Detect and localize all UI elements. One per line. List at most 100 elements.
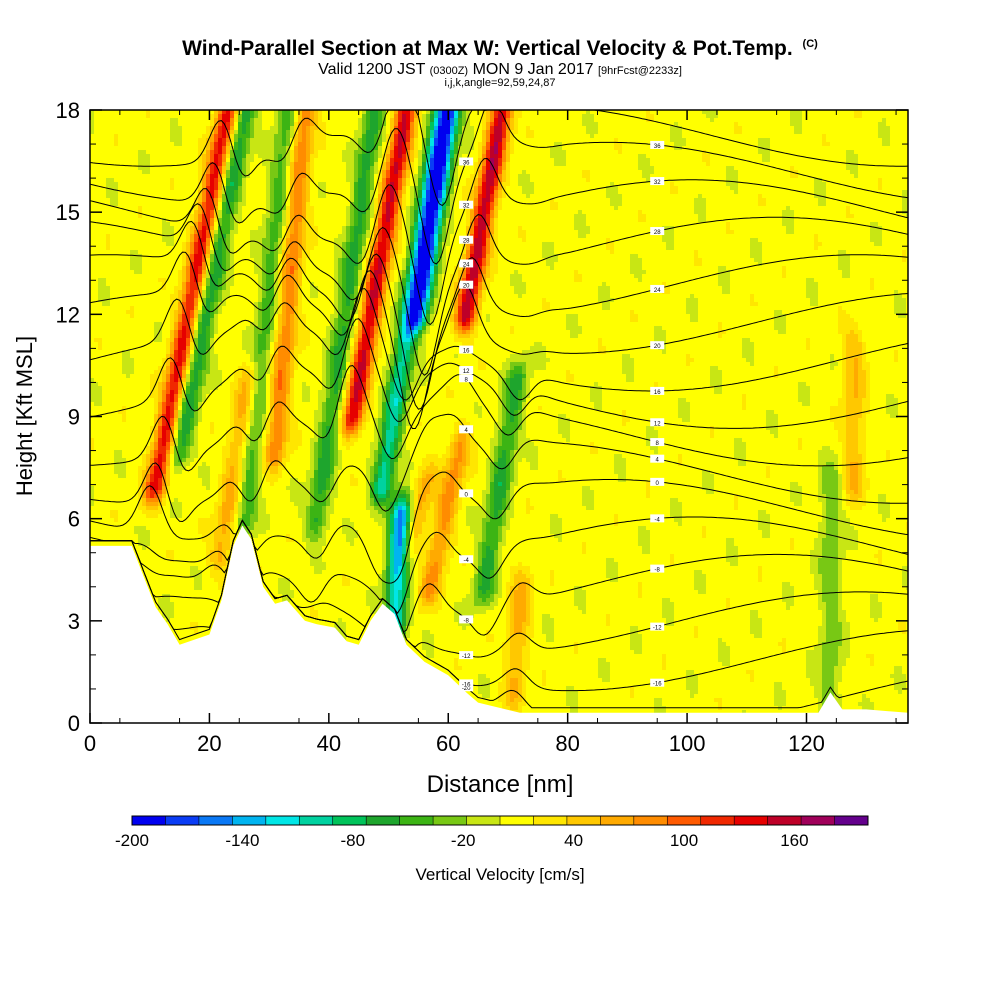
velocity-cell <box>126 514 131 519</box>
velocity-cell <box>198 486 203 491</box>
velocity-cell <box>178 498 183 503</box>
velocity-cell <box>90 374 95 379</box>
velocity-cell <box>126 542 131 547</box>
velocity-cell <box>122 354 127 359</box>
velocity-cell <box>218 322 223 327</box>
velocity-cell <box>102 258 107 263</box>
velocity-cell <box>178 210 183 215</box>
velocity-cell <box>90 218 95 223</box>
velocity-cell <box>174 614 179 619</box>
velocity-cell <box>202 222 207 227</box>
velocity-cell <box>98 422 103 427</box>
velocity-cell <box>142 478 147 483</box>
velocity-cell <box>118 522 123 527</box>
velocity-cell <box>198 330 203 335</box>
velocity-cell <box>206 454 211 459</box>
velocity-cell <box>186 398 191 403</box>
velocity-cell <box>94 398 99 403</box>
velocity-cell <box>186 586 191 591</box>
velocity-cell <box>210 226 215 231</box>
velocity-cell <box>206 322 211 327</box>
velocity-cell <box>158 354 163 359</box>
velocity-cell <box>198 114 203 119</box>
velocity-cell <box>210 590 215 595</box>
velocity-cell <box>202 342 207 347</box>
velocity-cell <box>178 214 183 219</box>
velocity-cell <box>142 546 147 551</box>
velocity-cell <box>130 494 135 499</box>
velocity-cell <box>174 486 179 491</box>
velocity-cell <box>154 146 159 151</box>
velocity-cell <box>118 322 123 327</box>
velocity-cell <box>170 254 175 259</box>
velocity-cell <box>162 418 167 423</box>
velocity-cell <box>146 538 151 543</box>
velocity-cell <box>98 310 103 315</box>
velocity-cell <box>114 222 119 227</box>
velocity-cell <box>162 166 167 171</box>
velocity-cell <box>162 454 167 459</box>
velocity-cell <box>194 254 199 259</box>
velocity-cell <box>138 462 143 467</box>
velocity-cell <box>170 462 175 467</box>
velocity-cell <box>106 450 111 455</box>
velocity-cell <box>182 126 187 131</box>
velocity-cell <box>174 618 179 623</box>
velocity-cell <box>210 230 215 235</box>
velocity-cell <box>210 486 215 491</box>
velocity-cell <box>182 214 187 219</box>
velocity-cell <box>194 606 199 611</box>
velocity-cell <box>206 298 211 303</box>
velocity-cell <box>106 486 111 491</box>
velocity-cell <box>118 422 123 427</box>
velocity-cell <box>194 318 199 323</box>
velocity-cell <box>90 474 95 479</box>
velocity-cell <box>146 198 151 203</box>
velocity-cell <box>182 158 187 163</box>
velocity-cell <box>178 454 183 459</box>
velocity-cell <box>138 502 143 507</box>
velocity-cell <box>182 130 187 135</box>
velocity-cell <box>198 350 203 355</box>
velocity-cell <box>202 114 207 119</box>
velocity-cell <box>134 242 139 247</box>
velocity-cell <box>154 466 159 471</box>
velocity-cell <box>146 562 151 567</box>
velocity-cell <box>106 398 111 403</box>
velocity-cell <box>202 158 207 163</box>
velocity-cell <box>186 318 191 323</box>
velocity-cell <box>126 114 131 119</box>
velocity-cell <box>190 606 195 611</box>
velocity-cell <box>114 494 119 499</box>
velocity-cell <box>150 574 155 579</box>
velocity-cell <box>122 114 127 119</box>
velocity-cell <box>190 210 195 215</box>
velocity-cell <box>174 466 179 471</box>
velocity-cell <box>142 314 147 319</box>
velocity-cell <box>98 490 103 495</box>
velocity-cell <box>118 410 123 415</box>
velocity-cell <box>122 362 127 367</box>
velocity-cell <box>138 274 143 279</box>
velocity-cell <box>150 354 155 359</box>
velocity-cell <box>206 586 211 591</box>
velocity-cell <box>122 430 127 435</box>
velocity-cell <box>146 322 151 327</box>
velocity-cell <box>158 574 163 579</box>
velocity-cell <box>206 174 211 179</box>
velocity-cell <box>162 402 167 407</box>
velocity-cell <box>146 326 151 331</box>
velocity-cell <box>214 418 219 423</box>
velocity-cell <box>170 446 175 451</box>
velocity-cell <box>174 462 179 467</box>
velocity-cell <box>106 378 111 383</box>
velocity-cell <box>162 498 167 503</box>
velocity-cell <box>182 482 187 487</box>
velocity-cell <box>130 142 135 147</box>
velocity-cell <box>98 502 103 507</box>
velocity-cell <box>158 494 163 499</box>
velocity-cell <box>134 450 139 455</box>
velocity-cell <box>210 286 215 291</box>
velocity-cell <box>142 194 147 199</box>
velocity-cell <box>198 198 203 203</box>
